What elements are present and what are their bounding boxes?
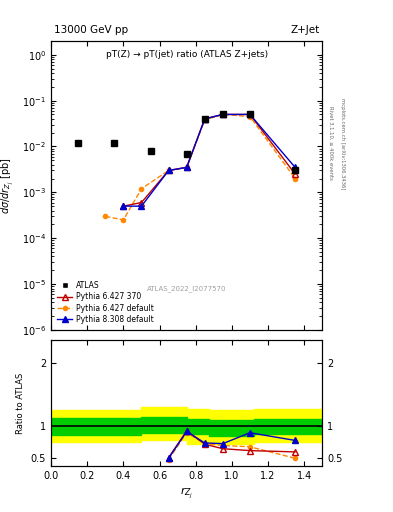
Y-axis label: Ratio to ATLAS: Ratio to ATLAS <box>16 372 25 434</box>
Text: ATLAS_2022_I2077570: ATLAS_2022_I2077570 <box>147 286 226 292</box>
Text: mcplots.cern.ch [arXiv:1306.3436]: mcplots.cern.ch [arXiv:1306.3436] <box>340 98 345 189</box>
Text: pT(Z) → pT(jet) ratio (ATLAS Z+jets): pT(Z) → pT(jet) ratio (ATLAS Z+jets) <box>106 50 268 59</box>
X-axis label: $r_{Z_j}$: $r_{Z_j}$ <box>180 486 193 501</box>
Legend: ATLAS, Pythia 6.427 370, Pythia 6.427 default, Pythia 8.308 default: ATLAS, Pythia 6.427 370, Pythia 6.427 de… <box>55 279 156 326</box>
Text: Rivet 3.1.10, ≥ 400k events: Rivet 3.1.10, ≥ 400k events <box>328 106 333 180</box>
Y-axis label: $d\sigma/dr_{Z_j}$ [pb]: $d\sigma/dr_{Z_j}$ [pb] <box>0 157 17 214</box>
Text: Z+Jet: Z+Jet <box>290 25 320 35</box>
Text: 13000 GeV pp: 13000 GeV pp <box>54 25 128 35</box>
